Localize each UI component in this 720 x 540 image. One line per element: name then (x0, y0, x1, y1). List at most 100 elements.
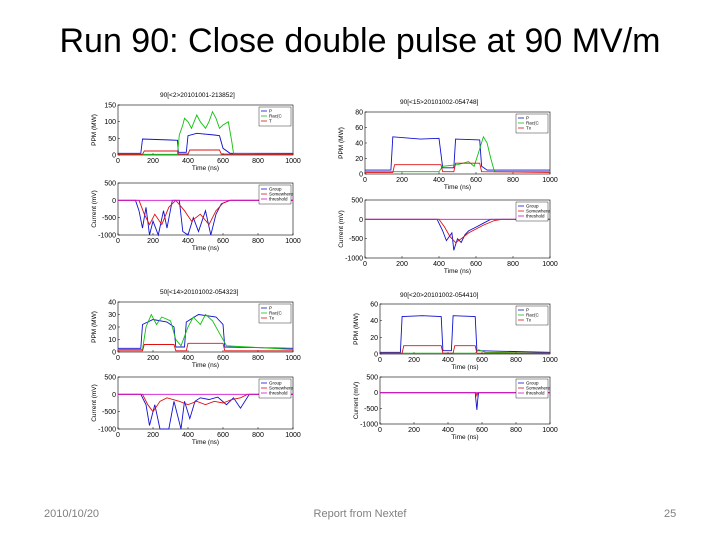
x-tick-label: 1000 (285, 158, 301, 165)
y-tick-label: 20 (108, 325, 116, 332)
x-axis-label: Time (ns) (192, 245, 219, 252)
series-line-red (118, 199, 293, 226)
legend-label: threshold (526, 391, 545, 396)
x-tick-label: 0 (116, 432, 120, 439)
chart-title: 90[<15>20101002-054748] (400, 99, 479, 106)
chart-7: 0 200 400 600 800 1000 -1000 -500 0 500 Time (ns) C… (91, 375, 301, 447)
x-axis-label: Time (ns) (444, 268, 471, 275)
x-tick-label: 400 (182, 158, 194, 165)
x-tick-label: 800 (252, 158, 264, 165)
chart-5: 0 200 400 600 800 1000 0 10 20 30 40 Time (ns) PPM (… (91, 289, 301, 369)
x-tick-label: 800 (510, 357, 522, 364)
legend-label: threshold (269, 391, 288, 396)
x-tick-label: 800 (252, 238, 264, 245)
x-tick-label: 600 (217, 238, 229, 245)
y-axis-label: PPM (MW) (91, 311, 98, 343)
series-line-blue (118, 132, 293, 154)
series-line-red (118, 393, 293, 413)
chart-6: 0 200 400 600 800 1000 0 20 40 60 Time (ns) PPM (MW… (353, 292, 558, 371)
x-tick-label: 0 (116, 238, 120, 245)
x-tick-label: 1000 (542, 427, 558, 434)
y-tick-label: 100 (104, 119, 116, 126)
x-tick-label: 200 (147, 158, 159, 165)
y-tick-label: -500 (102, 409, 116, 416)
series-line-green (118, 110, 294, 155)
y-tick-label: 0 (112, 198, 116, 205)
x-tick-label: 0 (116, 158, 120, 165)
legend-label: P (269, 306, 272, 311)
legend-label: Somewhere (526, 209, 551, 214)
x-tick-label: 200 (147, 432, 159, 439)
footer-date: 2010/10/20 (44, 508, 100, 520)
y-axis-label: PPM (MW) (353, 313, 360, 345)
chart-4: 0 200 400 600 800 1000 -1000 -500 0 500 Time (ns) C… (338, 198, 558, 276)
x-tick-label: 600 (217, 158, 229, 165)
y-axis-label: PPM (MW) (338, 127, 345, 159)
x-tick-label: 400 (442, 357, 454, 364)
y-axis-label: Current (mV) (91, 190, 98, 228)
y-tick-label: -1000 (98, 427, 116, 434)
series-line-green (365, 135, 550, 173)
x-tick-label: 800 (510, 427, 522, 434)
x-tick-label: 400 (182, 432, 194, 439)
x-tick-label: 200 (408, 357, 420, 364)
y-tick-label: 0 (374, 390, 378, 397)
x-tick-label: 200 (408, 427, 420, 434)
y-tick-label: 40 (370, 318, 378, 325)
x-tick-label: 800 (507, 261, 519, 268)
series-line-green (118, 313, 294, 350)
x-tick-label: 800 (507, 177, 519, 184)
y-tick-label: 50 (108, 136, 116, 143)
y-tick-label: 0 (359, 172, 363, 179)
legend-label: Somewhere (526, 386, 551, 391)
x-tick-label: 1000 (285, 238, 301, 245)
legend-label: P (269, 109, 272, 114)
x-tick-label: 200 (147, 355, 159, 362)
x-axis-label: Time (ns) (451, 434, 478, 441)
y-tick-label: -500 (102, 215, 116, 222)
legend-label: Group (526, 204, 539, 209)
legend-label: Group (269, 187, 282, 192)
legend-label: threshold (526, 214, 545, 219)
x-tick-label: 0 (378, 357, 382, 364)
x-tick-label: 400 (442, 427, 454, 434)
legend-label: P (526, 308, 529, 313)
x-tick-label: 400 (433, 177, 445, 184)
y-tick-label: 0 (374, 352, 378, 359)
chart-title: 90[<20>20101002-054410] (400, 292, 479, 299)
x-axis-label: Time (ns) (444, 184, 471, 191)
legend-label: Somewhere (269, 386, 294, 391)
legend-label: Group (269, 381, 282, 386)
chart-3: 0 200 400 600 800 1000 -1000 -500 0 500 Time (ns) C… (91, 181, 301, 253)
y-tick-label: 0 (112, 153, 116, 160)
y-tick-label: 0 (359, 217, 363, 224)
y-tick-label: -1000 (345, 256, 363, 263)
y-tick-label: 40 (355, 141, 363, 148)
y-tick-label: 500 (104, 375, 116, 382)
x-tick-label: 1000 (542, 177, 558, 184)
y-tick-label: 500 (104, 181, 116, 188)
page-number: 25 (664, 508, 677, 520)
y-axis-label: Current (mV) (353, 382, 360, 420)
y-tick-label: 30 (108, 312, 116, 319)
x-tick-label: 200 (396, 261, 408, 268)
y-tick-label: 80 (355, 110, 363, 117)
slide-title: Run 90: Close double pulse at 90 MV/m (59, 22, 661, 60)
legend-label: Rac(C (526, 121, 540, 126)
y-axis-label: Current (mV) (338, 210, 345, 248)
chart-title: 90[<2>20101001-213852] (160, 92, 235, 99)
y-tick-label: 40 (108, 300, 116, 307)
y-tick-label: -500 (349, 236, 363, 243)
x-tick-label: 0 (363, 177, 367, 184)
x-tick-label: 1000 (542, 357, 558, 364)
y-tick-label: 10 (108, 337, 116, 344)
series-line-blue (118, 314, 294, 349)
x-tick-label: 600 (476, 357, 488, 364)
y-tick-label: 60 (370, 302, 378, 309)
y-tick-label: 20 (370, 335, 378, 342)
x-tick-label: 800 (252, 355, 264, 362)
series-line-blue (365, 218, 550, 251)
x-tick-label: 200 (396, 177, 408, 184)
x-tick-label: 600 (470, 177, 482, 184)
